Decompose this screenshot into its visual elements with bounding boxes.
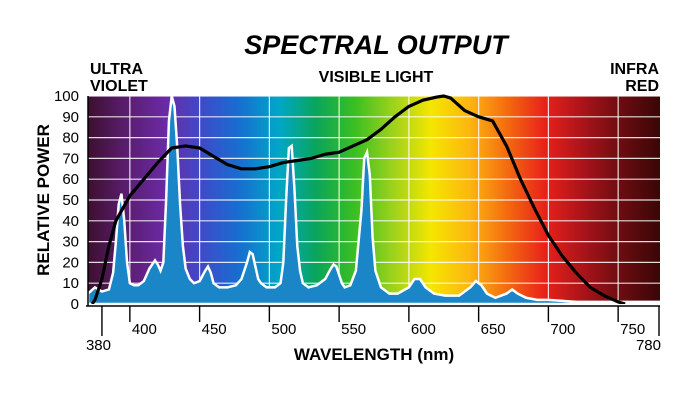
y-tick-label-30: 30 (62, 234, 79, 251)
y-tick-label-70: 70 (62, 150, 79, 167)
y-tick-label-50: 50 (62, 192, 79, 209)
emission-peaks-area (88, 95, 660, 304)
y-tick-label-0: 0 (71, 296, 79, 313)
x-tick-label-450: 450 (202, 321, 227, 338)
region-label-infrared-line1: INFRA (610, 61, 659, 78)
x-tick-label-500: 500 (271, 321, 296, 338)
y-tick-label-60: 60 (62, 171, 79, 188)
axes: 0 10 20 30 40 50 60 70 80 90 100 400 450 500 550 600 650… (54, 88, 661, 354)
y-tick-label-90: 90 (62, 109, 79, 126)
x-tick-label-400: 400 (132, 321, 157, 338)
y-tick-label-40: 40 (62, 213, 79, 230)
x-tick-label-550: 550 (341, 321, 366, 338)
x-tick-label-780: 780 (636, 337, 661, 354)
y-tick-label-100: 100 (54, 88, 79, 105)
x-tick-label-600: 600 (411, 321, 436, 338)
region-label-visible: VISIBLE LIGHT (319, 69, 434, 86)
x-tick-label-700: 700 (550, 321, 575, 338)
y-tick-label-10: 10 (62, 275, 79, 292)
x-tick-label-650: 650 (481, 321, 506, 338)
chart-title: SPECTRAL OUTPUT (244, 30, 510, 60)
y-tick-label-20: 20 (62, 254, 79, 271)
x-axis-label: WAVELENGTH (nm) (294, 345, 454, 364)
y-axis-label: RELATIVE POWER (34, 124, 53, 276)
region-label-infrared-line2: RED (625, 78, 659, 95)
continuous-spectrum-line (90, 94, 626, 304)
region-label-ultraviolet-line1: ULTRA (90, 61, 143, 78)
y-tick-label-80: 80 (62, 130, 79, 147)
x-tick-label-750: 750 (620, 321, 645, 338)
region-label-ultraviolet-line2: VIOLET (90, 78, 148, 95)
x-tick-label-380: 380 (86, 337, 111, 354)
